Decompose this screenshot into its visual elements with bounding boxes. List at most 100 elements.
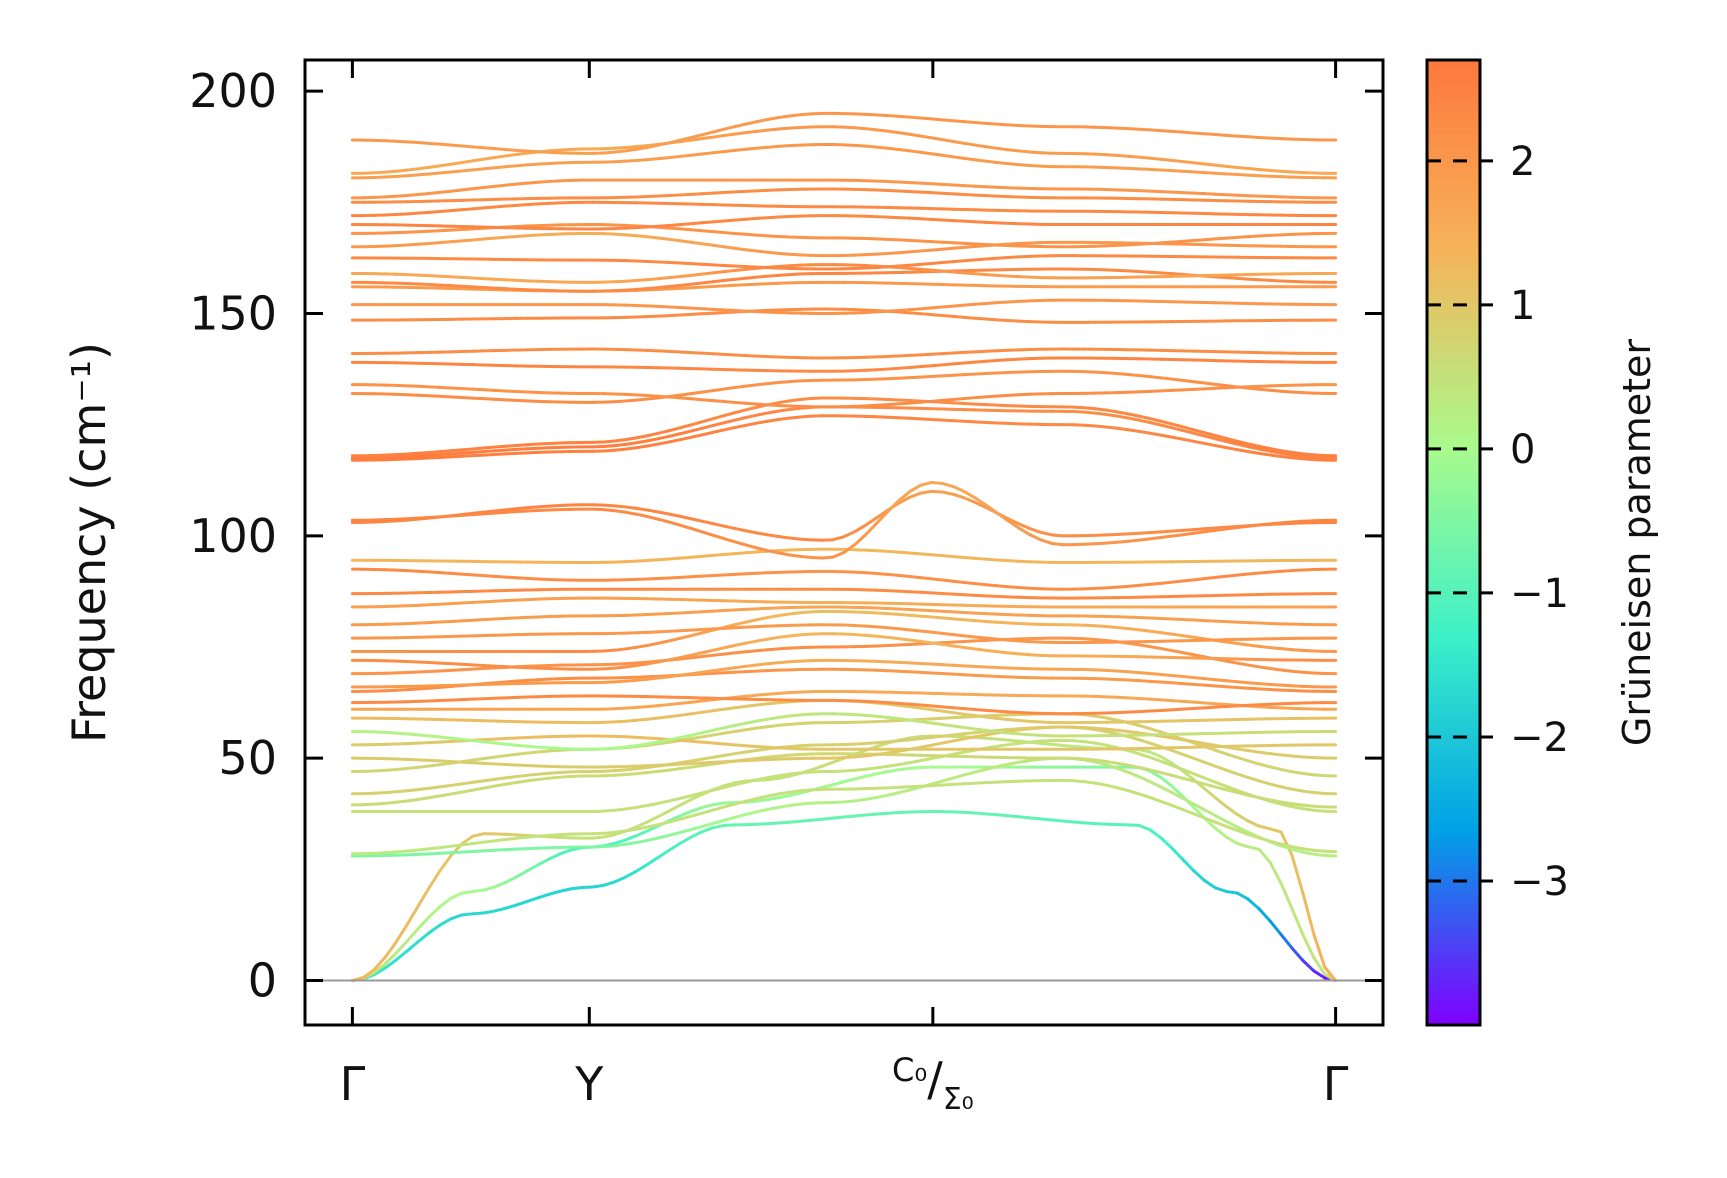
band-segment-opt-28a xyxy=(1192,802,1207,812)
band-segment-opt-50 xyxy=(875,751,890,757)
band-segment-opt-50 xyxy=(940,739,955,745)
band-segment-opt-172 xyxy=(471,206,485,211)
band-segment-opt-180 xyxy=(1126,166,1141,171)
band-segment-opt-134 xyxy=(427,385,442,389)
band-segment-opt-181 xyxy=(416,165,431,171)
band-segment-opt-80 xyxy=(1159,616,1174,621)
band-segment-opt-117c xyxy=(733,408,748,415)
band-segment-opt-181 xyxy=(776,126,791,131)
band-segment-opt-72 xyxy=(481,664,496,668)
band-segment-acoustic-3 xyxy=(1039,741,1054,746)
band-segment-opt-69 xyxy=(962,639,977,643)
band-segment-opt-117b xyxy=(1082,410,1097,415)
band-segment-opt-42 xyxy=(940,733,955,738)
band-segment-opt-80 xyxy=(656,612,671,616)
band-segment-opt-28b xyxy=(438,844,453,850)
band-segment-opt-72 xyxy=(514,665,529,670)
band-segment-opt-168 xyxy=(1246,234,1261,239)
band-segment-opt-117a xyxy=(471,453,485,458)
band-segment-opt-74 xyxy=(1006,621,1021,626)
band-segment-opt-50 xyxy=(1170,736,1185,742)
band-segment-opt-72 xyxy=(908,638,922,643)
band-segment-opt-103a xyxy=(525,505,540,510)
band-segment-opt-117a xyxy=(700,430,715,437)
band-segment-opt-181 xyxy=(973,143,988,149)
band-segment-opt-117b xyxy=(1170,426,1185,432)
band-segment-acoustic-3 xyxy=(503,832,518,837)
band-segment-opt-28a xyxy=(962,770,977,777)
band-segment-opt-62 xyxy=(1126,710,1141,714)
band-segment-opt-28b xyxy=(1312,848,1327,853)
band-segment-acoustic-1 xyxy=(1060,819,1075,824)
x-tick-label: Y xyxy=(574,1057,604,1111)
band-segment-opt-80 xyxy=(492,616,507,621)
band-segment-acoustic-3 xyxy=(908,735,922,740)
band-segment-opt-65 xyxy=(1181,682,1196,686)
band-segment-opt-168 xyxy=(1126,242,1141,247)
band-segment-opt-180 xyxy=(984,159,999,164)
band-segment-opt-180 xyxy=(492,165,507,170)
band-segment-opt-168 xyxy=(427,229,442,233)
band-segment-opt-69 xyxy=(897,642,912,647)
band-segment-opt-66 xyxy=(689,670,704,676)
band-segment-opt-28b xyxy=(755,794,770,801)
band-segment-opt-38 xyxy=(1159,759,1174,767)
band-segment-opt-77 xyxy=(886,626,901,631)
band-segment-acoustic-1 xyxy=(722,823,737,827)
band-segment-acoustic-1 xyxy=(700,826,715,834)
band-segment-opt-38 xyxy=(722,783,737,789)
band-segment-opt-92 xyxy=(929,577,944,582)
band-segment-opt-170 xyxy=(755,216,770,220)
band-segment-opt-47 xyxy=(471,757,485,762)
band-segment-opt-117a xyxy=(492,452,507,456)
band-segment-acoustic-3 xyxy=(689,792,704,802)
band-segment-acoustic-3 xyxy=(591,835,606,840)
band-segment-opt-180 xyxy=(634,158,649,162)
band-segment-opt-176 xyxy=(416,191,431,197)
band-segment-opt-117c xyxy=(1071,405,1086,410)
band-segment-opt-53 xyxy=(678,738,693,743)
band-segment-opt-180 xyxy=(405,173,420,178)
band-segment-opt-59 xyxy=(733,704,748,710)
band-segment-opt-189 xyxy=(405,140,420,145)
band-segment-opt-156 xyxy=(689,285,704,290)
band-segment-opt-38 xyxy=(1301,807,1316,812)
band-segment-opt-181 xyxy=(1246,167,1261,172)
band-segment-opt-103b xyxy=(449,513,464,518)
band-segment-opt-92 xyxy=(1148,581,1163,586)
band-segment-opt-84 xyxy=(416,603,431,607)
band-segment-opt-56 xyxy=(744,719,759,725)
band-segment-opt-117b xyxy=(1246,445,1261,451)
band-segment-opt-141 xyxy=(908,353,922,357)
band-segment-opt-42 xyxy=(864,741,879,746)
band-segment-opt-141 xyxy=(722,352,737,357)
band-segment-opt-172 xyxy=(460,207,475,212)
band-segment-opt-53 xyxy=(503,736,518,741)
band-segment-opt-157 xyxy=(1148,270,1163,275)
band-segment-opt-95 xyxy=(744,550,759,555)
band-segment-opt-80 xyxy=(438,619,453,624)
band-segment-opt-152 xyxy=(918,306,933,311)
band-segment-opt-103b xyxy=(1017,526,1032,537)
band-segment-opt-28a xyxy=(951,773,966,780)
band-segment-opt-50 xyxy=(1006,728,1021,733)
band-segment-opt-42 xyxy=(908,737,922,742)
band-segment-opt-65 xyxy=(514,678,529,683)
band-segment-opt-47 xyxy=(787,721,802,726)
band-segment-opt-141 xyxy=(656,349,671,353)
band-segment-opt-69 xyxy=(634,660,649,665)
band-segment-opt-65 xyxy=(973,673,988,678)
band-segment-opt-66 xyxy=(656,675,671,680)
band-segment-opt-103b xyxy=(1104,540,1119,545)
band-segment-opt-56 xyxy=(853,713,868,717)
band-segment-opt-103b xyxy=(918,481,933,487)
band-segment-opt-56 xyxy=(864,713,879,718)
band-segment-opt-181 xyxy=(460,159,475,165)
band-segment-acoustic-2 xyxy=(449,891,464,900)
band-segment-opt-92 xyxy=(1224,573,1239,578)
band-segment-opt-168 xyxy=(733,231,748,236)
band-segment-opt-28b xyxy=(492,838,507,843)
band-segment-opt-53 xyxy=(766,745,780,750)
band-segment-opt-56 xyxy=(962,726,977,731)
band-segment-opt-42 xyxy=(1126,735,1141,742)
